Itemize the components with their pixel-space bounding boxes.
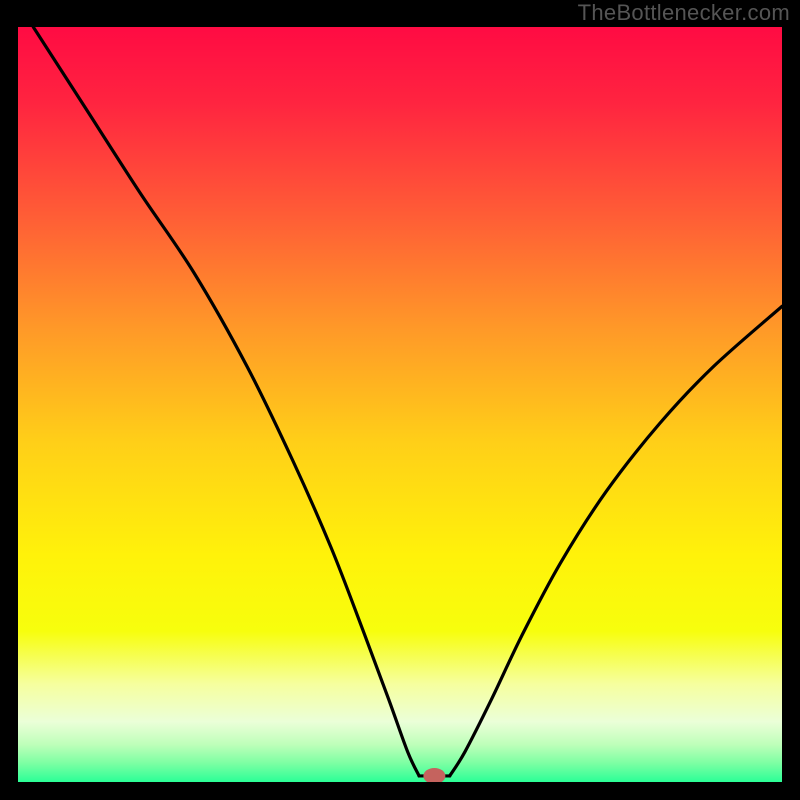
watermark-text: TheBottlenecker.com bbox=[578, 0, 790, 26]
plot-area bbox=[18, 27, 782, 782]
curve-right-branch bbox=[450, 306, 782, 776]
minimum-marker bbox=[423, 768, 445, 782]
chart-canvas: TheBottlenecker.com bbox=[0, 0, 800, 800]
curve-left-branch bbox=[33, 27, 419, 776]
curve-layer bbox=[18, 27, 782, 782]
